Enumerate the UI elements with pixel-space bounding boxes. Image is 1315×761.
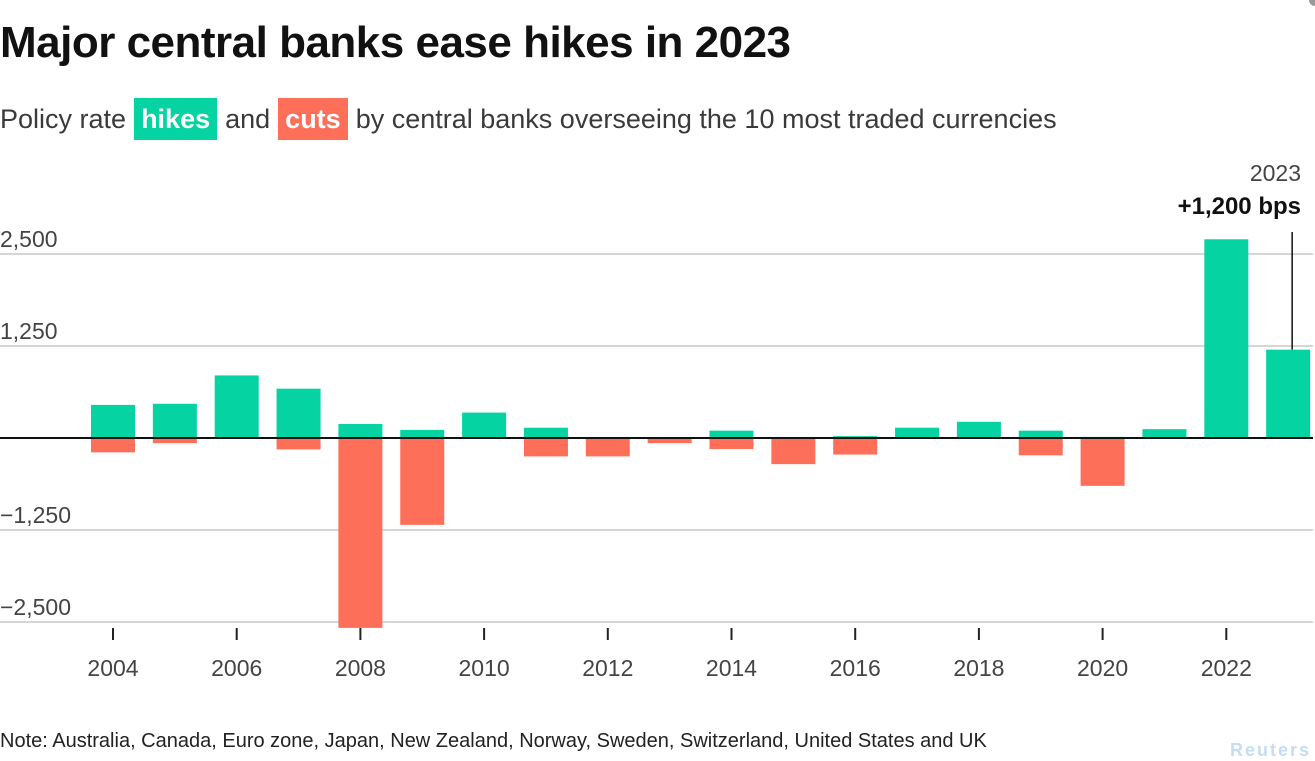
- hikes-legend-chip: hikes: [134, 98, 218, 140]
- hike-bar-2018: [956, 421, 1001, 438]
- hike-bar-2019: [1018, 430, 1063, 438]
- bar-chart: 2,500 1,250 −1,250 −2,500 2004 2006 2008 2010 20…: [0, 160, 1313, 681]
- chart-title: Major central banks ease hikes in 2023: [0, 18, 791, 67]
- cut-bar-2007: [276, 438, 321, 450]
- hike-bar-2007: [276, 388, 321, 438]
- subtitle-suffix: by central banks overseeing the 10 most …: [355, 104, 1057, 134]
- y-tick-label: 1,250: [0, 318, 58, 344]
- info-icon: [1309, 0, 1315, 6]
- hike-bar-2021: [1142, 429, 1187, 438]
- x-tick-label: 2018: [953, 655, 1004, 681]
- annotation-year-label: 2023: [1250, 160, 1301, 186]
- x-tick-label: 2008: [335, 655, 386, 681]
- x-tick-label: 2004: [87, 655, 138, 681]
- subtitle-prefix: Policy rate: [0, 104, 127, 134]
- footnote: Note: Australia, Canada, Euro zone, Japa…: [0, 730, 987, 752]
- hike-bar-2005: [152, 403, 197, 438]
- y-tick-label: −2,500: [0, 594, 71, 620]
- cut-bar-2016: [833, 438, 878, 455]
- hike-bar-2004: [91, 404, 135, 438]
- annotation-value-label: +1,200 bps: [1178, 193, 1301, 220]
- hike-bar-2023: [1266, 349, 1311, 438]
- x-tick-label: 2022: [1201, 655, 1252, 681]
- chart-subtitle: Policy rate hikes and cuts by central banks …: [0, 98, 1057, 140]
- hike-bar-2022: [1204, 239, 1249, 438]
- hike-bar-2006: [214, 375, 259, 438]
- source-credit: Reuters: [1229, 740, 1311, 760]
- cut-bar-2012: [585, 438, 630, 457]
- cut-bar-2014: [709, 438, 754, 450]
- y-tick-label: 2,500: [0, 226, 58, 252]
- cut-bar-2004: [91, 438, 135, 453]
- hike-bar-2014: [709, 430, 754, 438]
- cut-bar-2008: [338, 438, 383, 628]
- cut-bar-2020: [1080, 438, 1125, 486]
- cuts-legend-chip: cuts: [278, 98, 348, 140]
- x-tick-label: 2006: [211, 655, 262, 681]
- x-tick-label: 2020: [1077, 655, 1128, 681]
- hike-bar-2011: [523, 427, 568, 438]
- subtitle-and: and: [225, 104, 271, 134]
- x-tick-label: 2014: [706, 655, 757, 681]
- hike-bar-2009: [400, 429, 445, 438]
- x-tick-label: 2010: [459, 655, 510, 681]
- cut-bar-2005: [152, 438, 197, 444]
- x-tick-label: 2016: [830, 655, 881, 681]
- cut-bar-2019: [1018, 438, 1063, 456]
- x-tick-label: 2012: [582, 655, 633, 681]
- cut-bar-2015: [771, 438, 816, 465]
- cut-bar-2011: [523, 438, 568, 457]
- hike-bar-2008: [338, 424, 383, 438]
- cut-bar-2009: [400, 438, 445, 525]
- y-tick-label: −1,250: [0, 502, 71, 528]
- hike-bar-2017: [895, 427, 940, 438]
- hike-bar-2010: [462, 412, 507, 438]
- cut-bar-2013: [647, 438, 692, 444]
